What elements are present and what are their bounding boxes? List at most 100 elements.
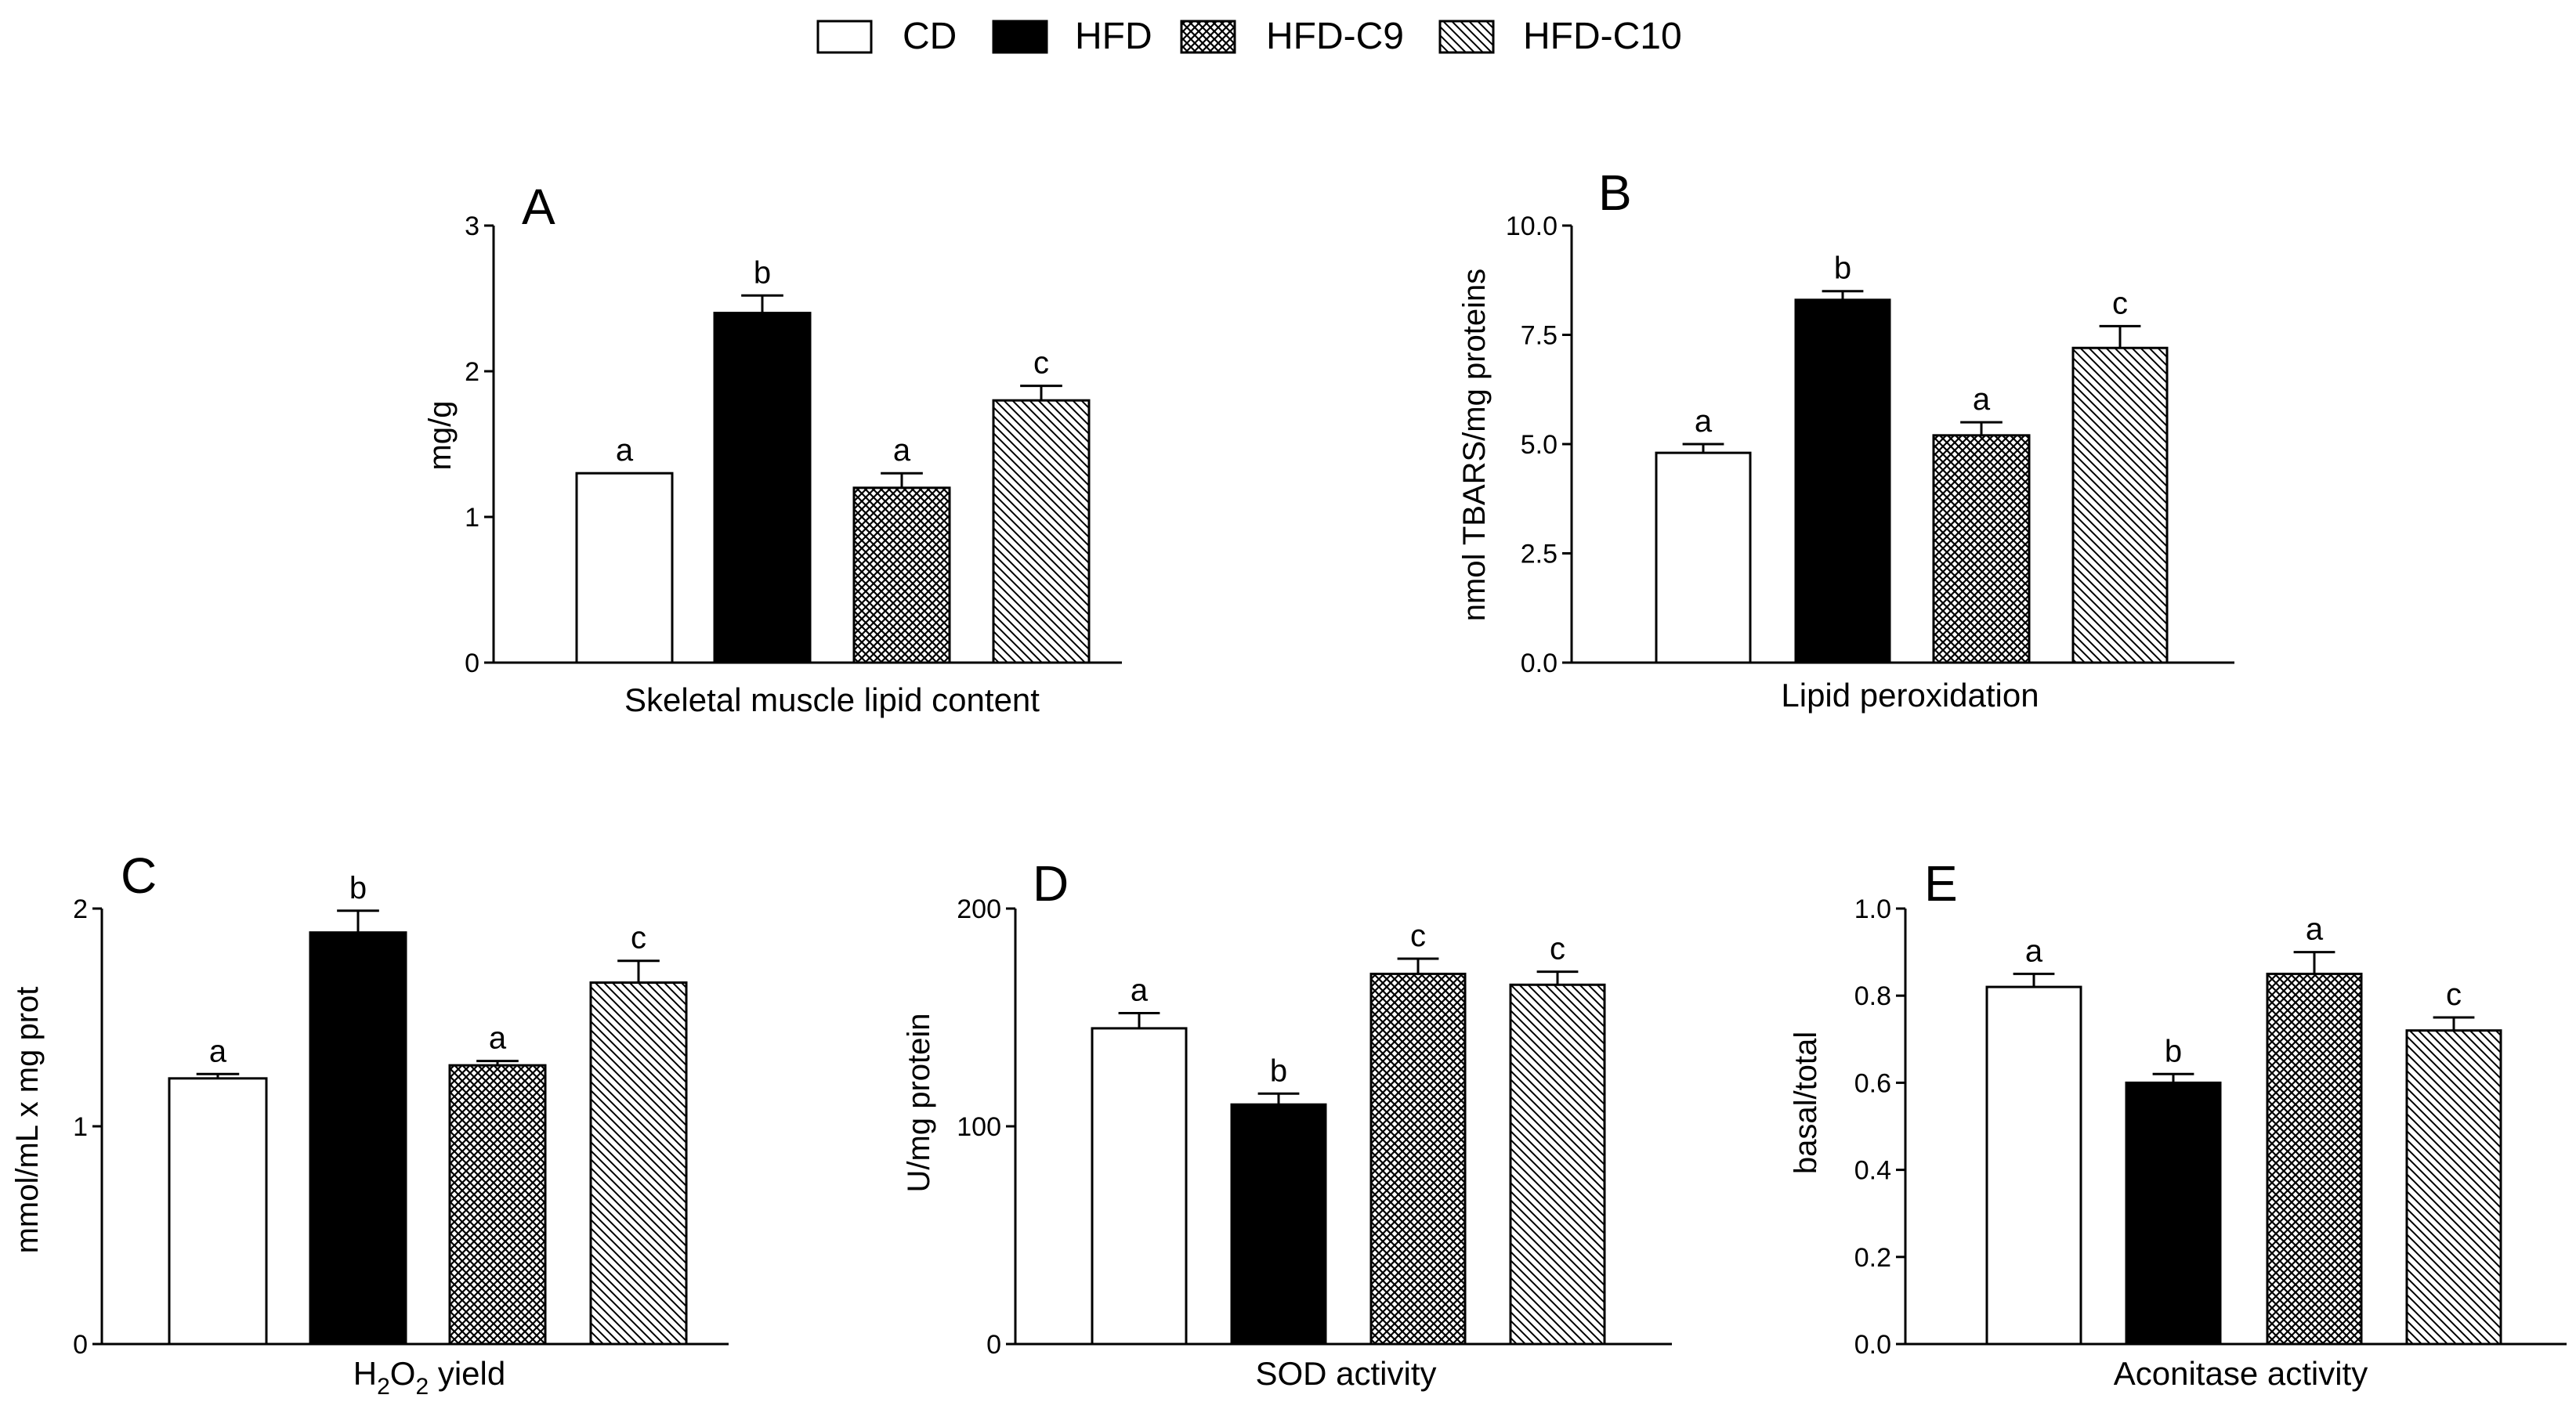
panel-d-ytick-label: 0	[986, 1330, 1001, 1360]
panel-d-significance-label: c	[1410, 919, 1426, 953]
panel-e-ytick-label: 0.4	[1854, 1156, 1891, 1186]
legend-item-hfd-c9: HFD-C9	[1180, 16, 1404, 57]
panel-c: C 0 1 2 a b a c mmol/mL x mg prot H2O2 yield	[10, 847, 729, 1400]
panel-e-bar	[1985, 985, 2082, 1346]
legend-swatch-hfd-c10	[1438, 20, 1495, 54]
panel-b-bar	[1655, 451, 1752, 664]
panel-d-bar	[1230, 1103, 1327, 1346]
panel-d-bar	[1091, 1027, 1188, 1346]
panel-c-ylabel: mmol/mL x mg prot	[10, 987, 45, 1254]
panel-b-bar	[2071, 346, 2169, 664]
panel-d: D 0 100 200 a b c c U/mg protein SOD activity	[902, 855, 1672, 1392]
panel-e-ytick-label: 0.8	[1854, 981, 1891, 1011]
panel-b-ytick-label: 5.0	[1521, 430, 1558, 460]
panel-a-significance-label: a	[893, 433, 911, 468]
legend-label-cd: CD	[903, 16, 957, 57]
panel-c-bar	[589, 981, 688, 1346]
panel-e-bar	[2125, 1081, 2222, 1346]
panel-b-significance-label: a	[1973, 382, 1991, 417]
panel-c-bar	[448, 1064, 547, 1346]
panel-a-plot: 0 1 2 3 a b a c	[465, 211, 1122, 678]
panel-d-significance-label: a	[1131, 973, 1149, 1007]
panel-e-ytick-label: 0.0	[1854, 1330, 1891, 1360]
panel-e-significance-label: c	[2446, 977, 2462, 1012]
panel-e-ytick-label: 0.6	[1854, 1068, 1891, 1098]
panel-e-significance-label: b	[2165, 1034, 2182, 1068]
panel-c-ytick-label: 0	[73, 1330, 88, 1360]
panel-d-letter: D	[1033, 855, 1069, 912]
panel-a-significance-label: c	[1033, 346, 1049, 381]
panel-e-bar	[2405, 1029, 2502, 1346]
panel-d-ytick-label: 100	[957, 1112, 1001, 1142]
panel-e-xlabel: Aconitase activity	[2114, 1355, 2368, 1392]
panel-d-ylabel: U/mg protein	[902, 1014, 936, 1193]
panel-a-bar	[992, 399, 1091, 664]
panel-c-letter: C	[121, 847, 157, 904]
panel-e-significance-label: a	[2025, 934, 2043, 968]
panel-c-xlabel: H2O2 yield	[353, 1355, 505, 1400]
panel-c-xlabel-sub2: 2	[415, 1374, 429, 1400]
legend-label-hfd-c10: HFD-C10	[1523, 16, 1682, 57]
legend-item-hfd-c10: HFD-C10	[1438, 16, 1682, 57]
panel-b-significance-label: b	[1834, 251, 1851, 286]
panel-c-ytick-label: 1	[73, 1112, 88, 1142]
panel-c-significance-label: c	[631, 921, 646, 956]
panel-d-significance-label: c	[1550, 932, 1565, 967]
panel-a-ytick-label: 2	[465, 357, 479, 387]
panel-c-xlabel-prefix: H	[353, 1355, 377, 1392]
panel-a-ytick-label: 0	[465, 649, 479, 678]
panel-e-bar	[2266, 972, 2363, 1346]
panel-c-xlabel-suffix: yield	[429, 1355, 505, 1392]
panel-e-plot: 0.0 0.2 0.4 0.6 0.8 1.0 a b a c	[1854, 894, 2567, 1360]
panel-b-letter: B	[1598, 164, 1632, 221]
legend-item-hfd: HFD	[992, 16, 1152, 57]
panel-b-ytick-label: 10.0	[1506, 211, 1558, 241]
panel-c-plot: 0 1 2 a b a c	[73, 871, 729, 1360]
panel-c-significance-label: a	[209, 1034, 227, 1068]
legend: CD HFD HFD-C9 HFD-C10	[816, 16, 1682, 57]
panel-b: B 0.0 2.5 5.0 7.5 10.0 a b a c nmol TBARS/mg pro…	[1457, 164, 2234, 714]
panel-a-bar	[575, 472, 674, 664]
panel-c-bar	[168, 1077, 268, 1346]
panel-e-ytick-label: 0.2	[1854, 1243, 1891, 1273]
panel-a-bar	[713, 312, 812, 664]
legend-swatch-hfd-c9	[1180, 20, 1236, 54]
panel-d-xlabel: SOD activity	[1255, 1355, 1436, 1392]
legend-swatch-cd	[816, 20, 873, 54]
panel-e: E 0.0 0.2 0.4 0.6 0.8 1.0 a b a c basal/total Aco…	[1789, 855, 2567, 1392]
panel-e-letter: E	[1924, 855, 1958, 912]
legend-label-hfd: HFD	[1075, 16, 1152, 57]
panel-c-significance-label: a	[489, 1021, 507, 1056]
panel-a-ytick-label: 3	[465, 211, 479, 241]
panel-b-plot: 0.0 2.5 5.0 7.5 10.0 a b a c	[1506, 211, 2234, 678]
panel-e-ylabel: basal/total	[1789, 1032, 1823, 1174]
panel-c-bar	[309, 931, 407, 1346]
panel-b-ytick-label: 0.0	[1521, 649, 1558, 678]
legend-item-cd: CD	[816, 16, 957, 57]
panel-b-significance-label: a	[1695, 404, 1713, 439]
panel-d-significance-label: b	[1270, 1053, 1287, 1088]
panel-c-significance-label: b	[349, 871, 367, 905]
panel-a-bar	[852, 486, 951, 664]
legend-swatch-hfd	[992, 20, 1048, 54]
panel-a-significance-label: a	[616, 433, 634, 468]
panel-a: A 0 1 2 3 a b a c mg/g Skeletal muscle lipid co…	[423, 179, 1122, 718]
panel-c-xlabel-sub1: 2	[377, 1374, 390, 1400]
panel-d-plot: 0 100 200 a b c c	[957, 894, 1672, 1360]
panel-b-ytick-label: 2.5	[1521, 540, 1558, 569]
panel-b-bar	[1794, 298, 1891, 664]
panel-b-bar	[1932, 434, 2031, 664]
panel-a-xlabel: Skeletal muscle lipid content	[624, 681, 1040, 718]
panel-b-ytick-label: 7.5	[1521, 321, 1558, 351]
panel-c-xlabel-mid: O	[390, 1355, 416, 1392]
panel-d-bar	[1369, 972, 1467, 1346]
panel-d-bar	[1509, 983, 1606, 1346]
panel-b-significance-label: c	[2112, 286, 2128, 320]
panel-a-ylabel: mg/g	[423, 401, 458, 471]
legend-label-hfd-c9: HFD-C9	[1266, 16, 1404, 57]
panel-a-significance-label: b	[754, 255, 771, 290]
panel-b-xlabel: Lipid peroxidation	[1781, 677, 2039, 714]
panel-b-ylabel: nmol TBARS/mg proteins	[1457, 269, 1492, 622]
panel-e-ytick-label: 1.0	[1854, 894, 1891, 924]
